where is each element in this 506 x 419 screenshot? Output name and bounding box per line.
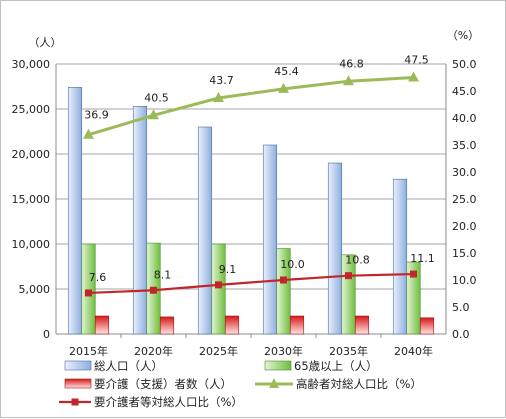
right-tick-label: 5.0 (452, 301, 470, 314)
legend: 総人口（人） 65歳以上（人） 要介護（支援）者数（人） 高齢者対総人口比（%） 要介護… (59, 359, 422, 409)
left-tick-label: 25,000 (12, 103, 51, 116)
bar-care-recipients (289, 315, 305, 335)
marker-care-ratio (410, 270, 417, 278)
x-tick-label: 2020年 (134, 344, 173, 358)
bar-total-population (67, 87, 83, 335)
data-label-elderly-ratio: 36.9 (84, 109, 109, 122)
right-tick-label: 10.0 (452, 274, 477, 287)
right-tick-label: 25.0 (452, 193, 477, 206)
bar-total-population (262, 144, 278, 335)
left-tick-label: 30,000 (12, 58, 51, 71)
data-label-care-ratio: 10.8 (345, 254, 370, 267)
right-tick-label: 0.0 (452, 328, 470, 341)
x-tick-label: 2025年 (199, 344, 238, 358)
legend-marker (71, 398, 79, 406)
grid-lines (56, 63, 446, 335)
legend-label: 高齢者対総人口比（%） (296, 377, 422, 391)
right-axis-unit: （%） (447, 29, 479, 42)
bar-total-population (132, 106, 148, 335)
right-tick-label: 20.0 (452, 220, 477, 233)
x-tick-label: 2035年 (329, 344, 368, 358)
data-label-care-ratio: 8.1 (154, 268, 172, 281)
bar-care-recipients (224, 315, 240, 335)
data-label-elderly-ratio: 47.5 (404, 54, 429, 67)
data-label-elderly-ratio: 46.8 (339, 57, 364, 70)
legend-swatch (64, 378, 92, 389)
right-tick-label: 45.0 (452, 85, 477, 98)
legend-label: 要介護者等対総人口比（%） (94, 395, 243, 409)
legend-item: 要介護（支援）者数（人） (64, 377, 232, 391)
marker-elderly-ratio (148, 109, 159, 120)
marker-care-ratio (215, 281, 222, 289)
data-label-elderly-ratio: 40.5 (144, 91, 169, 104)
marker-elderly-ratio (213, 92, 224, 103)
left-tick-label: 0 (43, 328, 50, 341)
bar-total-population (327, 162, 343, 335)
x-tick-label: 2015年 (69, 344, 108, 358)
right-tick-label: 40.0 (452, 112, 477, 125)
legend-swatch (264, 360, 292, 371)
marker-care-ratio (345, 272, 352, 280)
data-label-elderly-ratio: 45.4 (274, 65, 299, 78)
marker-elderly-ratio (343, 75, 354, 86)
bar-age-65-plus (81, 243, 96, 335)
bar-care-recipients (94, 315, 110, 335)
bar-care-recipients (354, 315, 370, 335)
bar-total-population (392, 178, 408, 335)
legend-item: 総人口（人） (64, 359, 163, 373)
right-tick-label: 35.0 (452, 139, 477, 152)
left-tick-label: 5,000 (19, 283, 51, 296)
left-tick-label: 10,000 (12, 238, 51, 251)
data-label-care-ratio: 11.1 (410, 252, 435, 265)
data-labels: 36.9 40.5 43.7 45.4 46.8 47.5 7.6 8.1 9.1 10.0 10.… (84, 54, 435, 284)
data-label-care-ratio: 7.6 (89, 271, 107, 284)
marker-care-ratio (85, 289, 92, 297)
legend-item: 65歳以上（人） (264, 359, 378, 373)
bar-age-65-plus (276, 248, 291, 335)
x-tick-label: 2040年 (394, 344, 433, 358)
right-tick-label: 50.0 (452, 58, 477, 71)
bar-age-65-plus (406, 261, 421, 335)
marker-care-ratio (280, 276, 287, 284)
bar-total-population (197, 126, 213, 335)
left-axis-unit: （人） (29, 36, 62, 49)
bar-age-65-plus (211, 243, 226, 335)
marker-elderly-ratio (408, 71, 419, 82)
left-tick-label: 20,000 (12, 148, 51, 161)
data-label-care-ratio: 10.0 (280, 258, 305, 271)
marker-care-ratio (150, 286, 157, 294)
legend-swatch (64, 360, 92, 371)
legend-item: 高齢者対総人口比（%） (255, 377, 422, 391)
right-tick-label: 15.0 (452, 247, 477, 260)
right-tick-label: 30.0 (452, 166, 477, 179)
data-label-elderly-ratio: 43.7 (209, 74, 234, 87)
legend-label: 総人口（人） (94, 359, 163, 373)
legend-label: 65歳以上（人） (294, 359, 378, 373)
line-care-ratio (88, 272, 414, 295)
legend-item: 要介護者等対総人口比（%） (59, 395, 243, 409)
left-tick-label: 15,000 (12, 193, 51, 206)
legend-label: 要介護（支援）者数（人） (94, 377, 232, 391)
data-label-care-ratio: 9.1 (219, 263, 237, 276)
axes: 0 5,000 10,000 15,000 20,000 25,000 30,000 0.0 5… (12, 29, 480, 358)
bar-care-recipients (159, 316, 175, 335)
legend-marker (269, 378, 279, 388)
x-tick-label: 2030年 (264, 344, 303, 358)
marker-elderly-ratio (83, 128, 94, 139)
bar-care-recipients (419, 317, 435, 335)
lines (83, 71, 419, 297)
line-elderly-ratio (88, 76, 414, 137)
marker-elderly-ratio (278, 82, 289, 93)
